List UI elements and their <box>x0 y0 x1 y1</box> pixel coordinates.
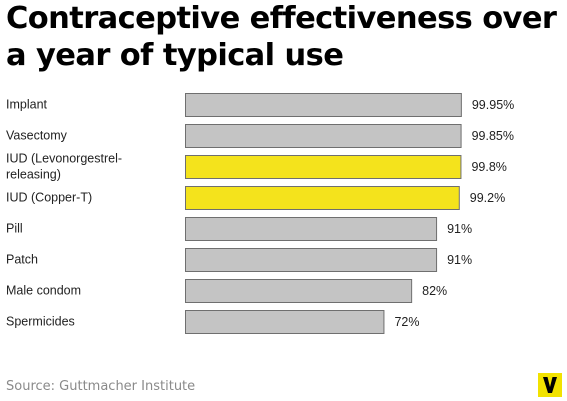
value-label: 72% <box>394 315 419 329</box>
category-label: IUD (Levonorgestrel- <box>6 152 122 166</box>
category-label: IUD (Copper-T) <box>6 191 92 205</box>
value-label: 82% <box>422 284 447 298</box>
value-label: 91% <box>447 222 472 236</box>
bar <box>185 124 462 148</box>
category-label: Implant <box>6 98 48 112</box>
category-label: Vasectomy <box>6 129 68 143</box>
value-label: 99.8% <box>471 160 506 174</box>
value-label: 99.2% <box>470 191 505 205</box>
source-note: Source: Guttmacher Institute <box>6 379 196 394</box>
chart-title: Contraceptive effectiveness over a year … <box>6 1 557 73</box>
bars-group: Implant 99.95% Vasectomy 99.85% IUD (Levonor… <box>6 93 514 334</box>
bar <box>185 248 438 272</box>
category-label: Patch <box>6 253 38 267</box>
bar <box>185 310 385 334</box>
vox-logo-glyph <box>543 377 557 393</box>
value-label: 91% <box>447 253 472 267</box>
value-label: 99.85% <box>472 129 514 143</box>
bar <box>185 93 462 117</box>
vox-logo-icon: V <box>538 373 562 397</box>
bar <box>185 279 413 303</box>
bar <box>185 186 460 210</box>
bar <box>185 155 462 179</box>
category-label: Male condom <box>6 284 81 298</box>
value-label: 99.95% <box>472 98 514 112</box>
category-label: Pill <box>6 222 23 236</box>
category-label: releasing) <box>6 168 61 182</box>
bar <box>185 217 438 241</box>
category-label: Spermicides <box>6 315 75 329</box>
